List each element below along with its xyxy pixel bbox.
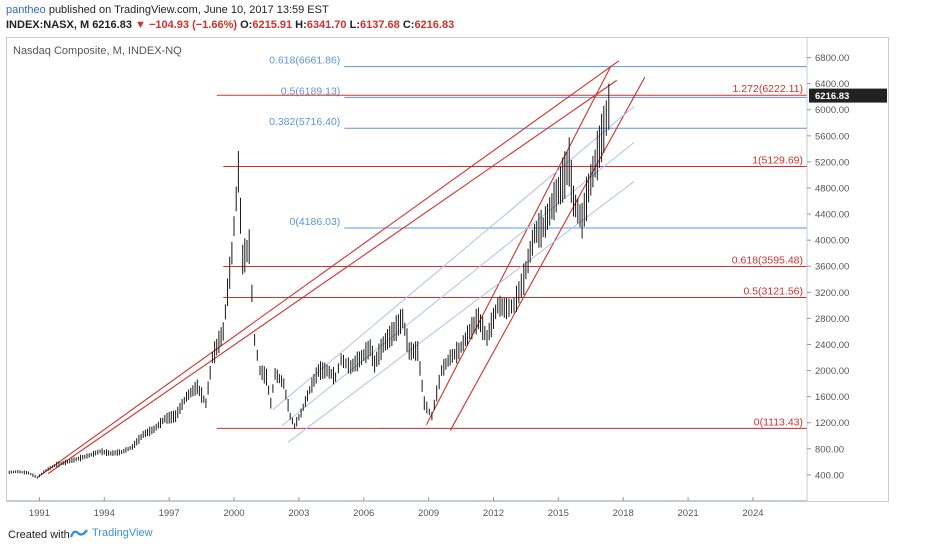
channel-line bbox=[281, 141, 635, 427]
channel-line bbox=[272, 106, 635, 411]
symbol-label[interactable]: INDEX:NASX, M bbox=[6, 19, 90, 31]
fib-retracement-group[interactable]: 0.618(6661.86) 0.5(6189.13) 0.382(5716.40)… bbox=[269, 55, 807, 429]
last-price-tag bbox=[809, 88, 887, 103]
close-label: C: bbox=[402, 19, 415, 31]
y-tick-label: 800.00 bbox=[815, 444, 844, 455]
y-tick-label: 400.00 bbox=[815, 470, 844, 481]
y-tick-label: 3200.00 bbox=[815, 288, 849, 299]
chart-title: Nasdaq Composite, M, INDEX-NQ bbox=[13, 45, 182, 57]
y-tick-label: 1200.00 bbox=[815, 418, 849, 429]
price-bars bbox=[8, 83, 610, 479]
x-tick-label: 1994 bbox=[94, 508, 115, 519]
high-label: H: bbox=[295, 19, 307, 31]
trend-line bbox=[47, 79, 618, 475]
x-tick-label: 2018 bbox=[613, 508, 634, 519]
fib-red-label: 0(1113.43) bbox=[754, 416, 803, 428]
open-value: 6215.91 bbox=[252, 19, 293, 31]
trend-channels-group[interactable] bbox=[36, 60, 646, 478]
fib-blue-label: 0(4186.03) bbox=[290, 216, 341, 228]
publish-info: pantheo published on TradingView.com, Ju… bbox=[6, 4, 329, 16]
y-tick-label: 6000.00 bbox=[815, 105, 849, 116]
symbol-quote: INDEX:NASX, M 6216.83 ▼ −104.93 (−1.66%)… bbox=[6, 19, 454, 31]
x-tick-label: 2003 bbox=[288, 508, 309, 519]
x-tick-label: 1991 bbox=[29, 508, 50, 519]
down-arrow-icon: ▼ bbox=[135, 19, 146, 31]
chart-panel[interactable]: Nasdaq Composite, M, INDEX-NQ 0.618(6661… bbox=[6, 37, 889, 519]
y-tick-label: 2000.00 bbox=[815, 366, 849, 377]
y-axis[interactable]: 400.00 800.00 1200.00 1600.00 2000.00 2400.00… bbox=[806, 38, 887, 501]
x-tick-label: 1997 bbox=[159, 508, 180, 519]
x-tick-label: 2024 bbox=[742, 508, 763, 519]
fib-red-label: 1.272(6222.11) bbox=[733, 83, 803, 95]
fib-red-label: 0.5(3121.56) bbox=[743, 285, 803, 297]
high-value: 6341.70 bbox=[306, 19, 347, 31]
fib-extension-group[interactable]: 1.272(6222.11) 1(5129.69) 0.618(3595.48) 0.… bbox=[216, 83, 807, 429]
price-change: −104.93 (−1.66%) bbox=[148, 19, 238, 31]
trend-line bbox=[36, 60, 620, 478]
y-tick-label: 5200.00 bbox=[815, 157, 849, 168]
footer: Created with TradingView bbox=[0, 520, 932, 550]
low-label: L: bbox=[349, 19, 360, 31]
y-tick-label: 6400.00 bbox=[815, 79, 849, 90]
y-tick-label: 2800.00 bbox=[815, 314, 849, 325]
channel-line bbox=[287, 181, 635, 443]
y-tick-label: 4800.00 bbox=[815, 183, 849, 194]
fib-blue-label: 0.5(6189.13) bbox=[281, 85, 341, 97]
published-text: published on TradingView.com, June 10, 2… bbox=[45, 4, 329, 16]
fib-red-label: 0.618(3595.48) bbox=[732, 255, 803, 267]
close-value: 6216.83 bbox=[414, 19, 455, 31]
tradingview-brand[interactable]: TradingView bbox=[70, 527, 153, 539]
tradingview-logo-icon bbox=[70, 529, 88, 538]
x-tick-label: 2021 bbox=[678, 508, 699, 519]
y-tick-label: 3600.00 bbox=[815, 262, 849, 273]
last-price: 6216.83 bbox=[92, 19, 132, 31]
fib-red-label: 1(5129.69) bbox=[752, 154, 803, 166]
last-price-label: 6216.83 bbox=[815, 91, 849, 102]
fib-blue-label: 0.618(6661.86) bbox=[269, 55, 340, 67]
y-tick-label: 2400.00 bbox=[815, 340, 849, 351]
x-tick-label: 2000 bbox=[223, 508, 244, 519]
chart-canvas[interactable]: Nasdaq Composite, M, INDEX-NQ 0.618(6661… bbox=[7, 38, 888, 520]
y-tick-label: 5600.00 bbox=[815, 131, 849, 142]
y-tick-label: 1600.00 bbox=[815, 392, 849, 403]
created-with-text: Created with bbox=[8, 529, 70, 541]
x-axis[interactable]: 1991 1994 1997 2000 2003 2006 2009 2012 2015 2018… bbox=[7, 497, 807, 519]
y-tick-label: 4400.00 bbox=[815, 210, 849, 221]
y-tick-label: 4000.00 bbox=[815, 236, 849, 247]
trend-line bbox=[425, 67, 611, 425]
x-tick-label: 2009 bbox=[418, 508, 439, 519]
price-series-group bbox=[8, 83, 610, 479]
trend-line bbox=[449, 76, 646, 431]
x-tick-label: 2012 bbox=[483, 508, 504, 519]
fib-blue-label: 0.382(5716.40) bbox=[269, 116, 340, 128]
x-tick-label: 2015 bbox=[548, 508, 569, 519]
x-tick-label: 2006 bbox=[353, 508, 374, 519]
chart-header: pantheo published on TradingView.com, Ju… bbox=[0, 0, 932, 36]
low-value: 6137.68 bbox=[360, 19, 400, 31]
tradingview-brand-label: TradingView bbox=[92, 527, 153, 539]
y-tick-label: 6800.00 bbox=[815, 53, 849, 64]
open-label: O: bbox=[240, 19, 253, 31]
author-link[interactable]: pantheo bbox=[6, 4, 46, 16]
